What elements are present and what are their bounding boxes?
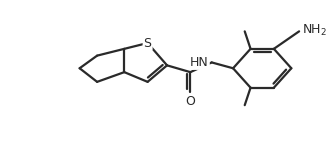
- Text: HN: HN: [190, 56, 209, 69]
- Text: NH$_2$: NH$_2$: [302, 23, 327, 38]
- Text: S: S: [144, 36, 151, 49]
- Text: O: O: [185, 95, 195, 108]
